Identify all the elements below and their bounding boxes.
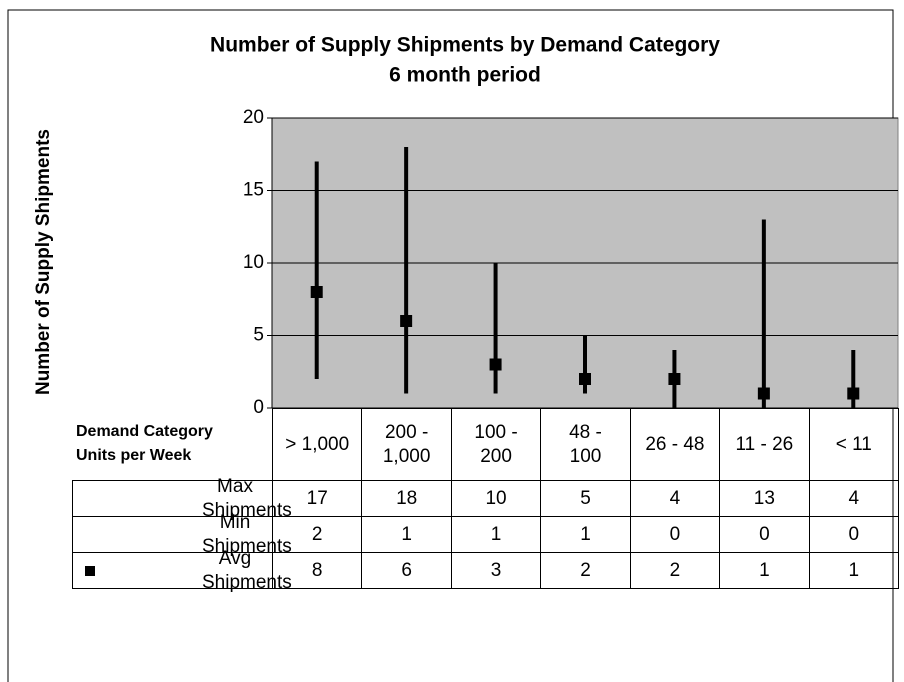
y-tick-label: 0 bbox=[253, 397, 264, 418]
table-value: 10 bbox=[450, 480, 542, 517]
y-tick-label: 20 bbox=[243, 107, 264, 128]
table-value: 8 bbox=[272, 552, 363, 589]
x-axis-label-text: Demand Category Units per Week bbox=[76, 423, 213, 464]
legend-entry: Avg Shipments bbox=[72, 548, 292, 593]
y-tick-label: 5 bbox=[253, 325, 264, 346]
table-value: 18 bbox=[361, 480, 452, 517]
table-value-text: 4 bbox=[669, 487, 681, 509]
category-label: 26 - 48 bbox=[629, 408, 721, 481]
avg-marker bbox=[489, 358, 502, 371]
table-value: 5 bbox=[540, 480, 631, 517]
table-value: 4 bbox=[629, 480, 721, 517]
category-label: > 1,000 bbox=[272, 408, 363, 481]
table-value: 1 bbox=[808, 552, 899, 589]
y-axis-label: Number of Supply Shipments bbox=[33, 129, 54, 395]
table-value-text: 2 bbox=[669, 559, 681, 581]
table-value: 1 bbox=[361, 516, 452, 553]
category-label-text: 11 - 26 bbox=[735, 433, 794, 455]
category-label-text: 100 - 200 bbox=[474, 421, 518, 467]
table-value-text: 17 bbox=[306, 487, 328, 509]
table-value-text: 6 bbox=[401, 559, 412, 581]
table-value: 2 bbox=[272, 516, 363, 553]
avg-marker bbox=[400, 315, 413, 327]
table-value-text: 0 bbox=[759, 523, 770, 545]
avg-marker bbox=[757, 387, 770, 400]
table-value: 0 bbox=[719, 516, 810, 553]
table-value-text: 1 bbox=[401, 523, 412, 545]
avg-marker bbox=[310, 286, 323, 298]
y-tick-label: 15 bbox=[243, 180, 264, 201]
table-value-text: 1 bbox=[759, 559, 770, 581]
category-label-text: 48 - 100 bbox=[569, 421, 602, 467]
table-value: 4 bbox=[808, 480, 899, 517]
table-value: 0 bbox=[808, 516, 899, 553]
category-label-text: 200 - 1,000 bbox=[382, 421, 431, 467]
table-value-text: 1 bbox=[490, 523, 502, 545]
table-value: 6 bbox=[361, 552, 452, 589]
table-value-text: 13 bbox=[753, 487, 775, 509]
table-value-text: 0 bbox=[848, 523, 860, 545]
x-axis-label: Demand Category Units per Week bbox=[76, 410, 272, 478]
category-label: 48 - 100 bbox=[540, 408, 631, 481]
table-value: 0 bbox=[629, 516, 721, 553]
category-label-text: 26 - 48 bbox=[645, 433, 705, 455]
table-value: 17 bbox=[272, 480, 363, 517]
avg-marker bbox=[847, 387, 860, 400]
legend-marker bbox=[85, 566, 95, 576]
table-value: 2 bbox=[629, 552, 721, 589]
table-value-text: 8 bbox=[311, 559, 323, 581]
table-value-text: 1 bbox=[848, 559, 860, 581]
table-value-text: 18 bbox=[396, 487, 418, 509]
table-value-text: 5 bbox=[580, 487, 591, 509]
table-value-text: 10 bbox=[485, 487, 507, 509]
chart-title: Number of Supply Shipments by Demand Cat… bbox=[210, 34, 720, 57]
category-label: 200 - 1,000 bbox=[361, 408, 452, 481]
table-value-text: 2 bbox=[311, 523, 323, 545]
table-value: 2 bbox=[540, 552, 631, 589]
legend-entry-text: Avg Shipments bbox=[202, 547, 292, 593]
chart-subtitle: 6 month period bbox=[389, 64, 541, 87]
table-value-text: 1 bbox=[580, 523, 591, 545]
table-value-text: 2 bbox=[580, 559, 591, 581]
avg-marker bbox=[668, 373, 681, 385]
table-value: 13 bbox=[719, 480, 810, 517]
table-value: 1 bbox=[540, 516, 631, 553]
category-label-text: > 1,000 bbox=[285, 433, 350, 455]
y-tick-label: 10 bbox=[243, 252, 264, 273]
table-value-text: 3 bbox=[490, 559, 502, 581]
table-value: 3 bbox=[450, 552, 542, 589]
avg-marker bbox=[579, 373, 591, 385]
table-value: 1 bbox=[719, 552, 810, 589]
category-label: 11 - 26 bbox=[719, 408, 810, 481]
table-value: 1 bbox=[450, 516, 542, 553]
table-value-text: 0 bbox=[669, 523, 681, 545]
category-label: 100 - 200 bbox=[450, 408, 542, 481]
category-label-text: < 11 bbox=[835, 433, 872, 455]
table-value-text: 4 bbox=[848, 487, 860, 509]
category-label: < 11 bbox=[808, 408, 899, 481]
